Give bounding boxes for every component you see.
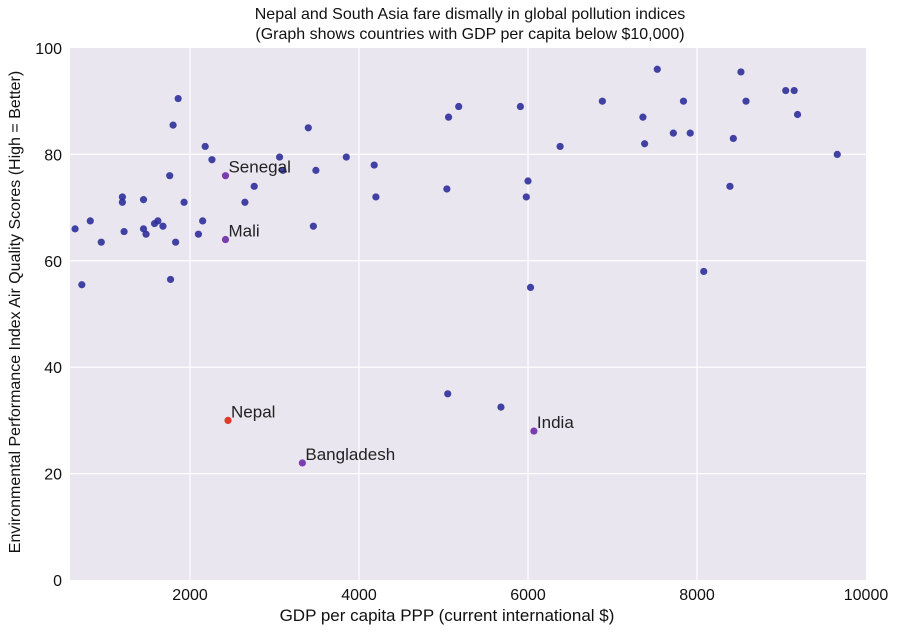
data-point (522, 193, 530, 201)
y-axis-label: Environmental Performance Index Air Qual… (7, 71, 24, 553)
data-point (342, 153, 350, 161)
data-point (172, 238, 180, 246)
data-point (241, 198, 249, 206)
data-point (443, 185, 451, 193)
chart-title-line-1: Nepal and South Asia fare dismally in gl… (254, 6, 686, 23)
x-tick-label: 10000 (844, 587, 889, 604)
data-point (159, 222, 167, 230)
highlighted-point (221, 172, 230, 180)
data-point (516, 102, 524, 111)
x-tick-label: 2000 (172, 587, 208, 604)
data-point (455, 102, 463, 111)
data-point (118, 198, 126, 206)
x-tick-label: 4000 (341, 587, 377, 604)
data-point (444, 113, 453, 121)
data-point (199, 217, 207, 225)
data-point (312, 166, 320, 174)
data-point (372, 193, 380, 201)
data-point (742, 97, 750, 105)
data-point (78, 281, 86, 289)
data-point (169, 121, 177, 129)
data-point (71, 225, 79, 233)
data-point (370, 161, 378, 169)
data-point (737, 68, 745, 76)
highlighted-point (224, 416, 232, 424)
data-point (309, 222, 317, 230)
x-axis-label: GDP per capita PPP (current internationa… (280, 606, 615, 625)
data-point (497, 403, 505, 411)
data-point (118, 193, 126, 201)
data-point (556, 142, 564, 151)
data-point (524, 177, 532, 185)
data-point (782, 86, 790, 95)
point-label: Bangladesh (305, 445, 395, 464)
data-point (729, 134, 737, 143)
highlighted-point (298, 459, 306, 467)
y-tick-label: 0 (53, 573, 62, 590)
data-point (726, 182, 734, 190)
x-tick-label: 8000 (679, 587, 715, 604)
data-point (833, 150, 841, 158)
data-point (526, 283, 535, 291)
highlighted-point (221, 235, 230, 244)
data-point (598, 97, 606, 105)
data-point (669, 129, 677, 137)
y-tick-label: 20 (44, 467, 62, 484)
data-point (194, 230, 203, 238)
data-point (275, 153, 284, 161)
y-tick-label: 60 (44, 254, 62, 271)
data-point (279, 166, 287, 174)
data-point (304, 124, 312, 132)
point-label: Mali (228, 222, 259, 241)
data-point (653, 65, 661, 73)
data-point (142, 230, 150, 238)
data-point (120, 227, 128, 236)
data-point (700, 267, 708, 276)
data-point (166, 172, 174, 180)
data-point (180, 198, 188, 206)
point-label: Senegal (228, 158, 290, 177)
data-point (86, 217, 94, 225)
data-point (174, 94, 182, 103)
y-tick-label: 80 (44, 147, 62, 164)
y-tick-label: 40 (44, 360, 62, 377)
data-point (97, 238, 105, 246)
chart-title-line-2: (Graph shows countries with GDP per capi… (255, 26, 685, 43)
data-point (679, 97, 688, 105)
data-point (793, 110, 802, 119)
data-point (201, 142, 209, 151)
data-point (139, 196, 148, 204)
data-point (444, 390, 452, 398)
x-tick-label: 6000 (510, 587, 546, 604)
point-label: Nepal (231, 402, 275, 421)
data-point (686, 129, 694, 137)
data-point (166, 275, 175, 284)
data-point (790, 86, 798, 95)
highlighted-point (530, 427, 538, 435)
data-point (154, 217, 162, 225)
data-point (641, 140, 649, 148)
data-point (639, 113, 647, 121)
y-tick-label: 100 (35, 41, 62, 58)
point-label: India (537, 413, 574, 432)
data-point (208, 156, 216, 164)
data-point (250, 182, 258, 190)
